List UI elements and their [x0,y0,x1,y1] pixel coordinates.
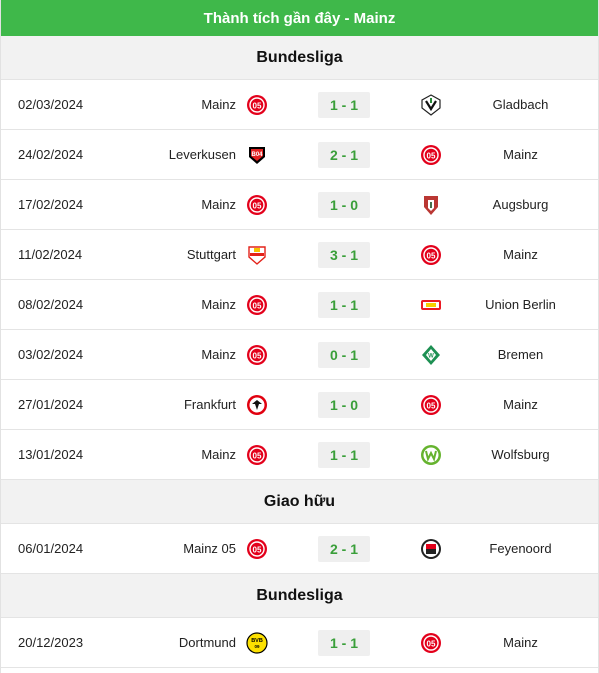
away-team-name[interactable]: Mainz [503,397,538,412]
match-score[interactable]: 0 - 1 [318,341,370,368]
match-date: 08/02/2024 [18,297,84,312]
match-date: 20/12/2023 [18,635,84,650]
home-team-name[interactable]: Mainz 05 [183,541,236,556]
match-date: 24/02/2024 [18,147,84,162]
match-row[interactable]: 02/03/2024 Mainz 05 1 - 1 Gladbach [1,80,598,130]
away-team-name[interactable]: Wolfsburg [491,447,550,462]
match-date: 17/02/2024 [18,197,84,212]
wolfsburg-logo [419,443,443,467]
svg-text:05: 05 [253,201,262,210]
frankfurt-logo [245,393,269,417]
mainz-logo: 05 [419,143,443,167]
match-row[interactable]: 13/01/2024 Mainz 05 1 - 1 Wolfsburg [1,430,598,480]
dortmund-logo: BVB 09 [245,631,269,655]
match-score[interactable]: 1 - 0 [318,191,370,218]
svg-text:B04: B04 [251,152,263,158]
match-date: 13/01/2024 [18,447,84,462]
leverkusen-logo: B04 [245,143,269,167]
home-team-name[interactable]: Mainz [201,297,236,312]
match-date: 27/01/2024 [18,397,84,412]
bremen-logo: W [419,343,443,367]
league-header: Giao hữu [1,480,598,524]
match-row[interactable]: 20/12/2023 Dortmund BVB 09 1 - 1 05 Mainz [1,618,598,668]
match-score[interactable]: 2 - 1 [318,141,370,168]
home-team-name[interactable]: Dortmund [178,635,236,650]
home-team-name[interactable]: Frankfurt [183,397,236,412]
home-team-name[interactable]: Mainz [201,197,236,212]
away-team-name[interactable]: Mainz [503,247,538,262]
match-row[interactable]: 24/02/2024 Leverkusen B04 2 - 1 05 Mainz [1,130,598,180]
away-team-name[interactable]: Feyenoord [489,541,552,556]
svg-text:BVB: BVB [251,638,263,644]
match-date: 06/01/2024 [18,541,84,556]
home-team-name[interactable]: Stuttgart [186,247,236,262]
match-score[interactable]: 3 - 1 [318,241,370,268]
panel-title: Thành tích gần đây - Mainz [1,0,598,36]
match-row[interactable]: 11/02/2024 Stuttgart 3 - 1 05 Mainz [1,230,598,280]
mainz-logo: 05 [245,537,269,561]
match-row[interactable]: 06/01/2024 Mainz 05 05 2 - 1 Feyenoord [1,524,598,574]
mainz-logo: 05 [419,631,443,655]
stuttgart-logo [245,243,269,267]
match-score[interactable]: 1 - 0 [318,391,370,418]
away-team-name[interactable]: Bremen [497,347,544,362]
svg-text:05: 05 [427,251,436,260]
gladbach-logo [419,93,443,117]
league-header: Bundesliga [1,574,598,618]
svg-text:09: 09 [254,644,260,649]
mainz-logo: 05 [245,193,269,217]
away-team-name[interactable]: Union Berlin [485,297,556,312]
match-row[interactable]: 17/02/2024 Mainz 05 1 - 0 Augsburg [1,180,598,230]
match-row[interactable]: 08/02/2024 Mainz 05 1 - 1 Union Berlin [1,280,598,330]
away-team-name[interactable]: Mainz [503,147,538,162]
svg-text:05: 05 [253,451,262,460]
mainz-logo: 05 [245,443,269,467]
league-header: Bundesliga [1,36,598,80]
match-score[interactable]: 1 - 1 [318,629,370,656]
mainz-logo: 05 [245,343,269,367]
match-date: 03/02/2024 [18,347,84,362]
svg-text:05: 05 [253,545,262,554]
svg-text:05: 05 [427,151,436,160]
union-berlin-logo [419,293,443,317]
mainz-logo: 05 [245,93,269,117]
mainz-logo: 05 [419,393,443,417]
match-date: 11/02/2024 [18,247,83,262]
feyenoord-logo [419,537,443,561]
mainz-logo: 05 [245,293,269,317]
match-score[interactable]: 1 - 1 [318,91,370,118]
away-team-name[interactable]: Gladbach [492,97,549,112]
augsburg-logo [419,193,443,217]
mainz-logo: 05 [419,243,443,267]
match-date: 02/03/2024 [18,97,84,112]
svg-text:05: 05 [253,351,262,360]
svg-text:05: 05 [427,401,436,410]
svg-text:05: 05 [427,639,436,648]
match-row[interactable]: 27/01/2024 Frankfurt 1 - 0 05 Mainz [1,380,598,430]
match-score[interactable]: 1 - 1 [318,291,370,318]
match-row[interactable]: 03/02/2024 Mainz 05 0 - 1 W Bremen [1,330,598,380]
match-score[interactable]: 2 - 1 [318,535,370,562]
svg-text:05: 05 [253,301,262,310]
away-team-name[interactable]: Augsburg [492,197,549,212]
home-team-name[interactable]: Leverkusen [168,147,236,162]
home-team-name[interactable]: Mainz [201,447,236,462]
home-team-name[interactable]: Mainz [201,347,236,362]
away-team-name[interactable]: Mainz [503,635,538,650]
home-team-name[interactable]: Mainz [201,97,236,112]
svg-text:W: W [428,353,434,359]
svg-text:05: 05 [253,101,262,110]
match-score[interactable]: 1 - 1 [318,441,370,468]
results-list: Bundesliga 02/03/2024 Mainz 05 1 - 1 Gla… [1,36,598,668]
